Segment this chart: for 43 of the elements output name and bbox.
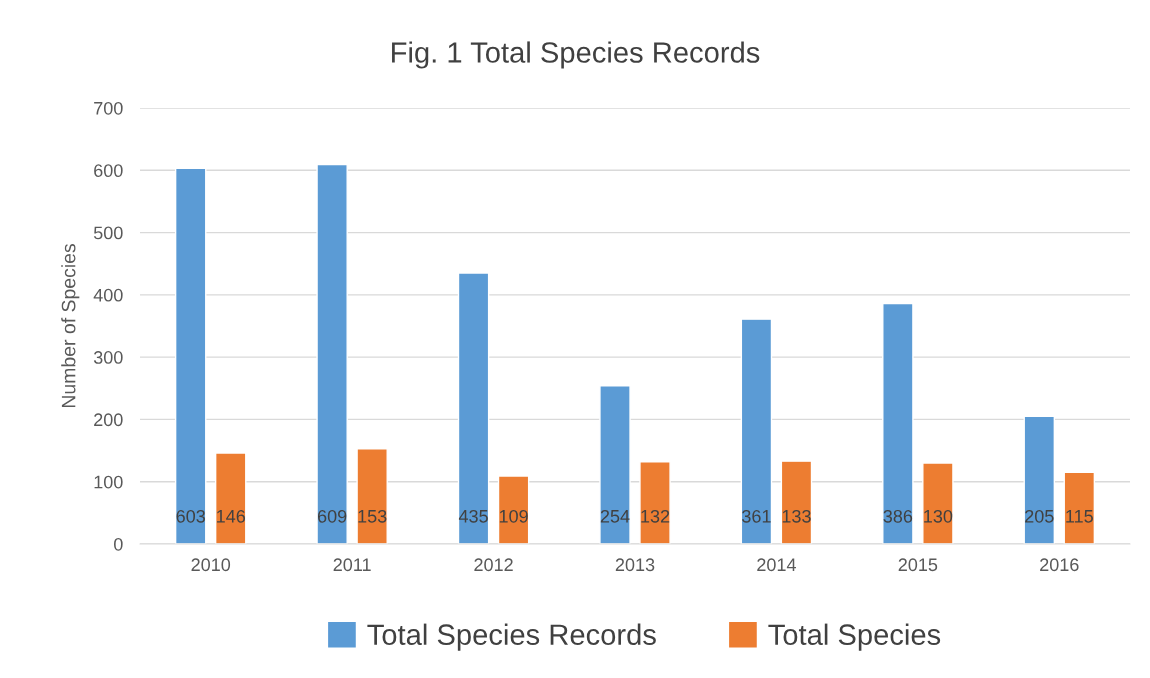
x-tick-label: 2012 [474,558,513,572]
x-tick-label: 2010 [191,558,231,572]
data-label: 115 [1066,510,1093,523]
y-axis-title: Number of Species [61,244,80,408]
bar [639,461,671,544]
y-tick-label: 700 [94,101,123,115]
bar [1063,471,1096,544]
x-tick-label: 2011 [333,558,371,572]
data-label: 109 [499,509,528,523]
y-tick-label: 500 [93,226,123,240]
y-tick-label: 400 [93,288,123,302]
x-tick-label: 2015 [898,558,938,572]
bar [1023,415,1056,544]
data-label: 603 [176,509,205,523]
bar [599,385,631,544]
data-label: 435 [458,509,488,523]
data-label: 386 [883,509,913,523]
y-tick-label: 200 [94,413,123,427]
bar [174,167,207,544]
x-tick-label: 2013 [615,558,655,572]
bar [316,163,348,544]
bar [922,462,954,544]
y-tick-label: 300 [93,351,123,364]
bar [497,475,530,544]
bar [740,318,773,544]
bar [882,302,914,544]
data-label: 205 [1025,509,1054,523]
data-label: 132 [641,509,670,523]
data-label: 133 [782,509,811,523]
y-tick-label: 600 [94,164,123,178]
bar [780,460,813,544]
x-tick-label: 2014 [757,558,796,572]
y-tick-label: 100 [94,475,123,489]
x-tick-label: 2016 [1040,558,1079,572]
legend-label: Total Species Records [367,623,656,651]
legend-label: Total Species [768,623,941,651]
bar [356,448,388,544]
bar [457,272,490,544]
data-label: 146 [217,509,245,523]
bar [214,452,247,544]
chart-title: Fig. 1 Total Species Records [392,41,760,69]
data-label: 361 [742,509,771,523]
y-tick-label: 0 [114,537,123,551]
